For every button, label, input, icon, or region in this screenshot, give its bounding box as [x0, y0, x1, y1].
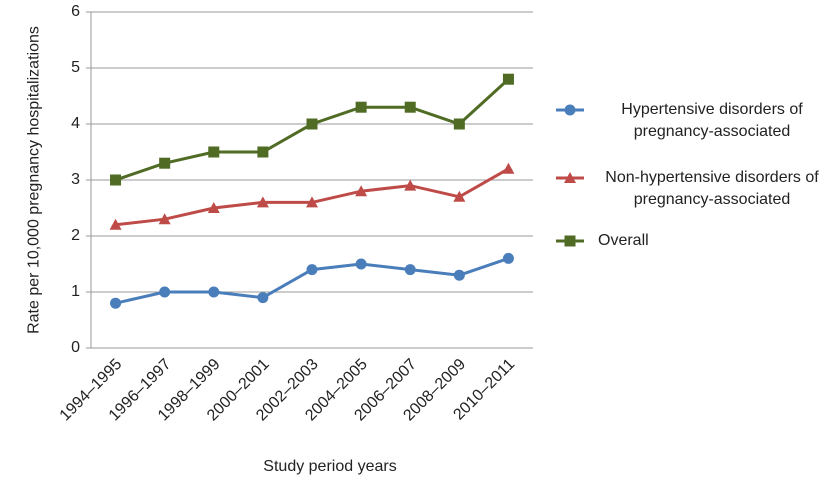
y-axis-title: Rate per 10,000 pregnancy hospitalizatio… [25, 26, 43, 334]
data-point [159, 286, 171, 298]
y-tick-label: 4 [71, 115, 80, 132]
y-tick-label: 0 [71, 339, 80, 356]
legend-label: Overall [598, 232, 649, 249]
data-point [256, 196, 269, 208]
y-tick-label: 3 [71, 171, 80, 188]
data-point [404, 264, 416, 276]
data-point [453, 190, 466, 202]
data-point [306, 118, 318, 130]
data-point [207, 202, 220, 213]
data-point [306, 196, 318, 208]
data-point [158, 213, 171, 225]
data-point [208, 286, 220, 298]
legend-marker [564, 235, 576, 247]
data-point [306, 264, 318, 276]
data-point [404, 101, 416, 113]
legend-label: Hypertensive disorders of pregnancy-asso… [621, 101, 803, 140]
data-point [257, 292, 269, 304]
data-point [208, 146, 220, 158]
legend-marker [564, 104, 576, 116]
x-axis-title: Study period years [263, 458, 396, 475]
data-point [159, 157, 171, 169]
data-point [355, 101, 367, 113]
data-point [453, 118, 465, 130]
data-point [355, 258, 367, 270]
legend-marker [564, 172, 576, 183]
data-point [257, 146, 269, 158]
y-tick-label: 2 [71, 227, 80, 244]
data-point [110, 174, 122, 186]
data-point [453, 269, 465, 281]
y-tick-label: 5 [71, 59, 80, 76]
data-point [502, 73, 514, 85]
series-line [115, 78, 510, 182]
data-point [110, 297, 122, 309]
data-point [502, 252, 514, 264]
data-point [355, 185, 368, 197]
y-tick-label: 6 [71, 3, 80, 20]
data-point [109, 218, 122, 230]
data-point [404, 179, 417, 191]
data-point [502, 162, 515, 174]
legend-label: Non-hypertensive disorders of pregnancy-… [605, 169, 819, 208]
y-tick-label: 1 [71, 283, 80, 300]
